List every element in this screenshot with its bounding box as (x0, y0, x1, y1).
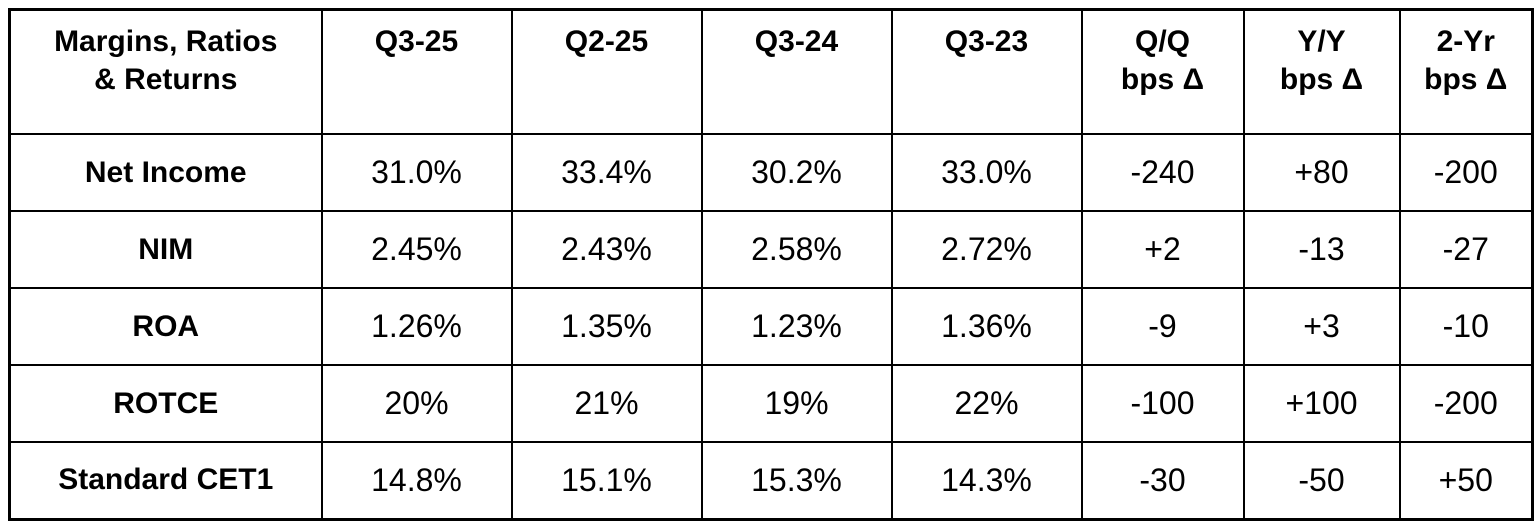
cell-cet1-yy: -50 (1242, 441, 1401, 520)
cell-net-income-q3-25: 31.0% (320, 133, 513, 212)
cell-rotce-q3-23: 22% (890, 364, 1083, 443)
table-row-nim: NIM 2.45% 2.43% 2.58% 2.72% +2 -13 -27 (8, 210, 1534, 289)
header-q3-24: Q3-24 (700, 8, 893, 135)
header-2yr-bps-delta: 2-Yr bps Δ (1398, 8, 1534, 135)
cell-roa-q3-25: 1.26% (320, 287, 513, 366)
margins-ratios-returns-table: Margins, Ratios & Returns Q3-25 Q2-25 Q3… (8, 8, 1534, 521)
cell-rotce-q3-24: 19% (700, 364, 893, 443)
cell-roa-qq: -9 (1080, 287, 1245, 366)
header-row: Margins, Ratios & Returns Q3-25 Q2-25 Q3… (8, 8, 1534, 135)
cell-roa-q2-25: 1.35% (510, 287, 703, 366)
row-label-net-income: Net Income (8, 133, 323, 212)
cell-cet1-q2-25: 15.1% (510, 441, 703, 520)
cell-nim-q3-23: 2.72% (890, 210, 1083, 289)
cell-rotce-yy: +100 (1242, 364, 1401, 443)
cell-cet1-q3-25: 14.8% (320, 441, 513, 520)
row-label-nim: NIM (8, 210, 323, 289)
header-q3-25: Q3-25 (320, 8, 513, 135)
cell-net-income-2yr: -200 (1398, 133, 1534, 212)
cell-nim-qq: +2 (1080, 210, 1245, 289)
header-q2-25: Q2-25 (510, 8, 703, 135)
row-label-roa: ROA (8, 287, 323, 366)
cell-cet1-q3-23: 14.3% (890, 441, 1083, 520)
cell-nim-q2-25: 2.43% (510, 210, 703, 289)
cell-rotce-qq: -100 (1080, 364, 1245, 443)
cell-net-income-yy: +80 (1242, 133, 1401, 212)
table-row-standard-cet1: Standard CET1 14.8% 15.1% 15.3% 14.3% -3… (8, 441, 1534, 520)
cell-roa-yy: +3 (1242, 287, 1401, 366)
cell-net-income-q3-24: 30.2% (700, 133, 893, 212)
cell-roa-q3-24: 1.23% (700, 287, 893, 366)
cell-roa-2yr: -10 (1398, 287, 1534, 366)
cell-cet1-q3-24: 15.3% (700, 441, 893, 520)
cell-nim-yy: -13 (1242, 210, 1401, 289)
cell-rotce-2yr: -200 (1398, 364, 1534, 443)
header-metric-title: Margins, Ratios & Returns (8, 8, 323, 135)
cell-net-income-qq: -240 (1080, 133, 1245, 212)
cell-cet1-qq: -30 (1080, 441, 1245, 520)
header-qq-bps-delta: Q/Q bps Δ (1080, 8, 1245, 135)
financial-metrics-table-container: Margins, Ratios & Returns Q3-25 Q2-25 Q3… (8, 8, 1534, 521)
header-yy-bps-delta: Y/Y bps Δ (1242, 8, 1401, 135)
cell-net-income-q2-25: 33.4% (510, 133, 703, 212)
cell-net-income-q3-23: 33.0% (890, 133, 1083, 212)
row-label-standard-cet1: Standard CET1 (8, 441, 323, 520)
cell-rotce-q2-25: 21% (510, 364, 703, 443)
cell-nim-q3-25: 2.45% (320, 210, 513, 289)
table-row-roa: ROA 1.26% 1.35% 1.23% 1.36% -9 +3 -10 (8, 287, 1534, 366)
cell-cet1-2yr: +50 (1398, 441, 1534, 520)
table-row-rotce: ROTCE 20% 21% 19% 22% -100 +100 -200 (8, 364, 1534, 443)
cell-roa-q3-23: 1.36% (890, 287, 1083, 366)
cell-nim-q3-24: 2.58% (700, 210, 893, 289)
cell-nim-2yr: -27 (1398, 210, 1534, 289)
cell-rotce-q3-25: 20% (320, 364, 513, 443)
table-row-net-income: Net Income 31.0% 33.4% 30.2% 33.0% -240 … (8, 133, 1534, 212)
header-q3-23: Q3-23 (890, 8, 1083, 135)
row-label-rotce: ROTCE (8, 364, 323, 443)
